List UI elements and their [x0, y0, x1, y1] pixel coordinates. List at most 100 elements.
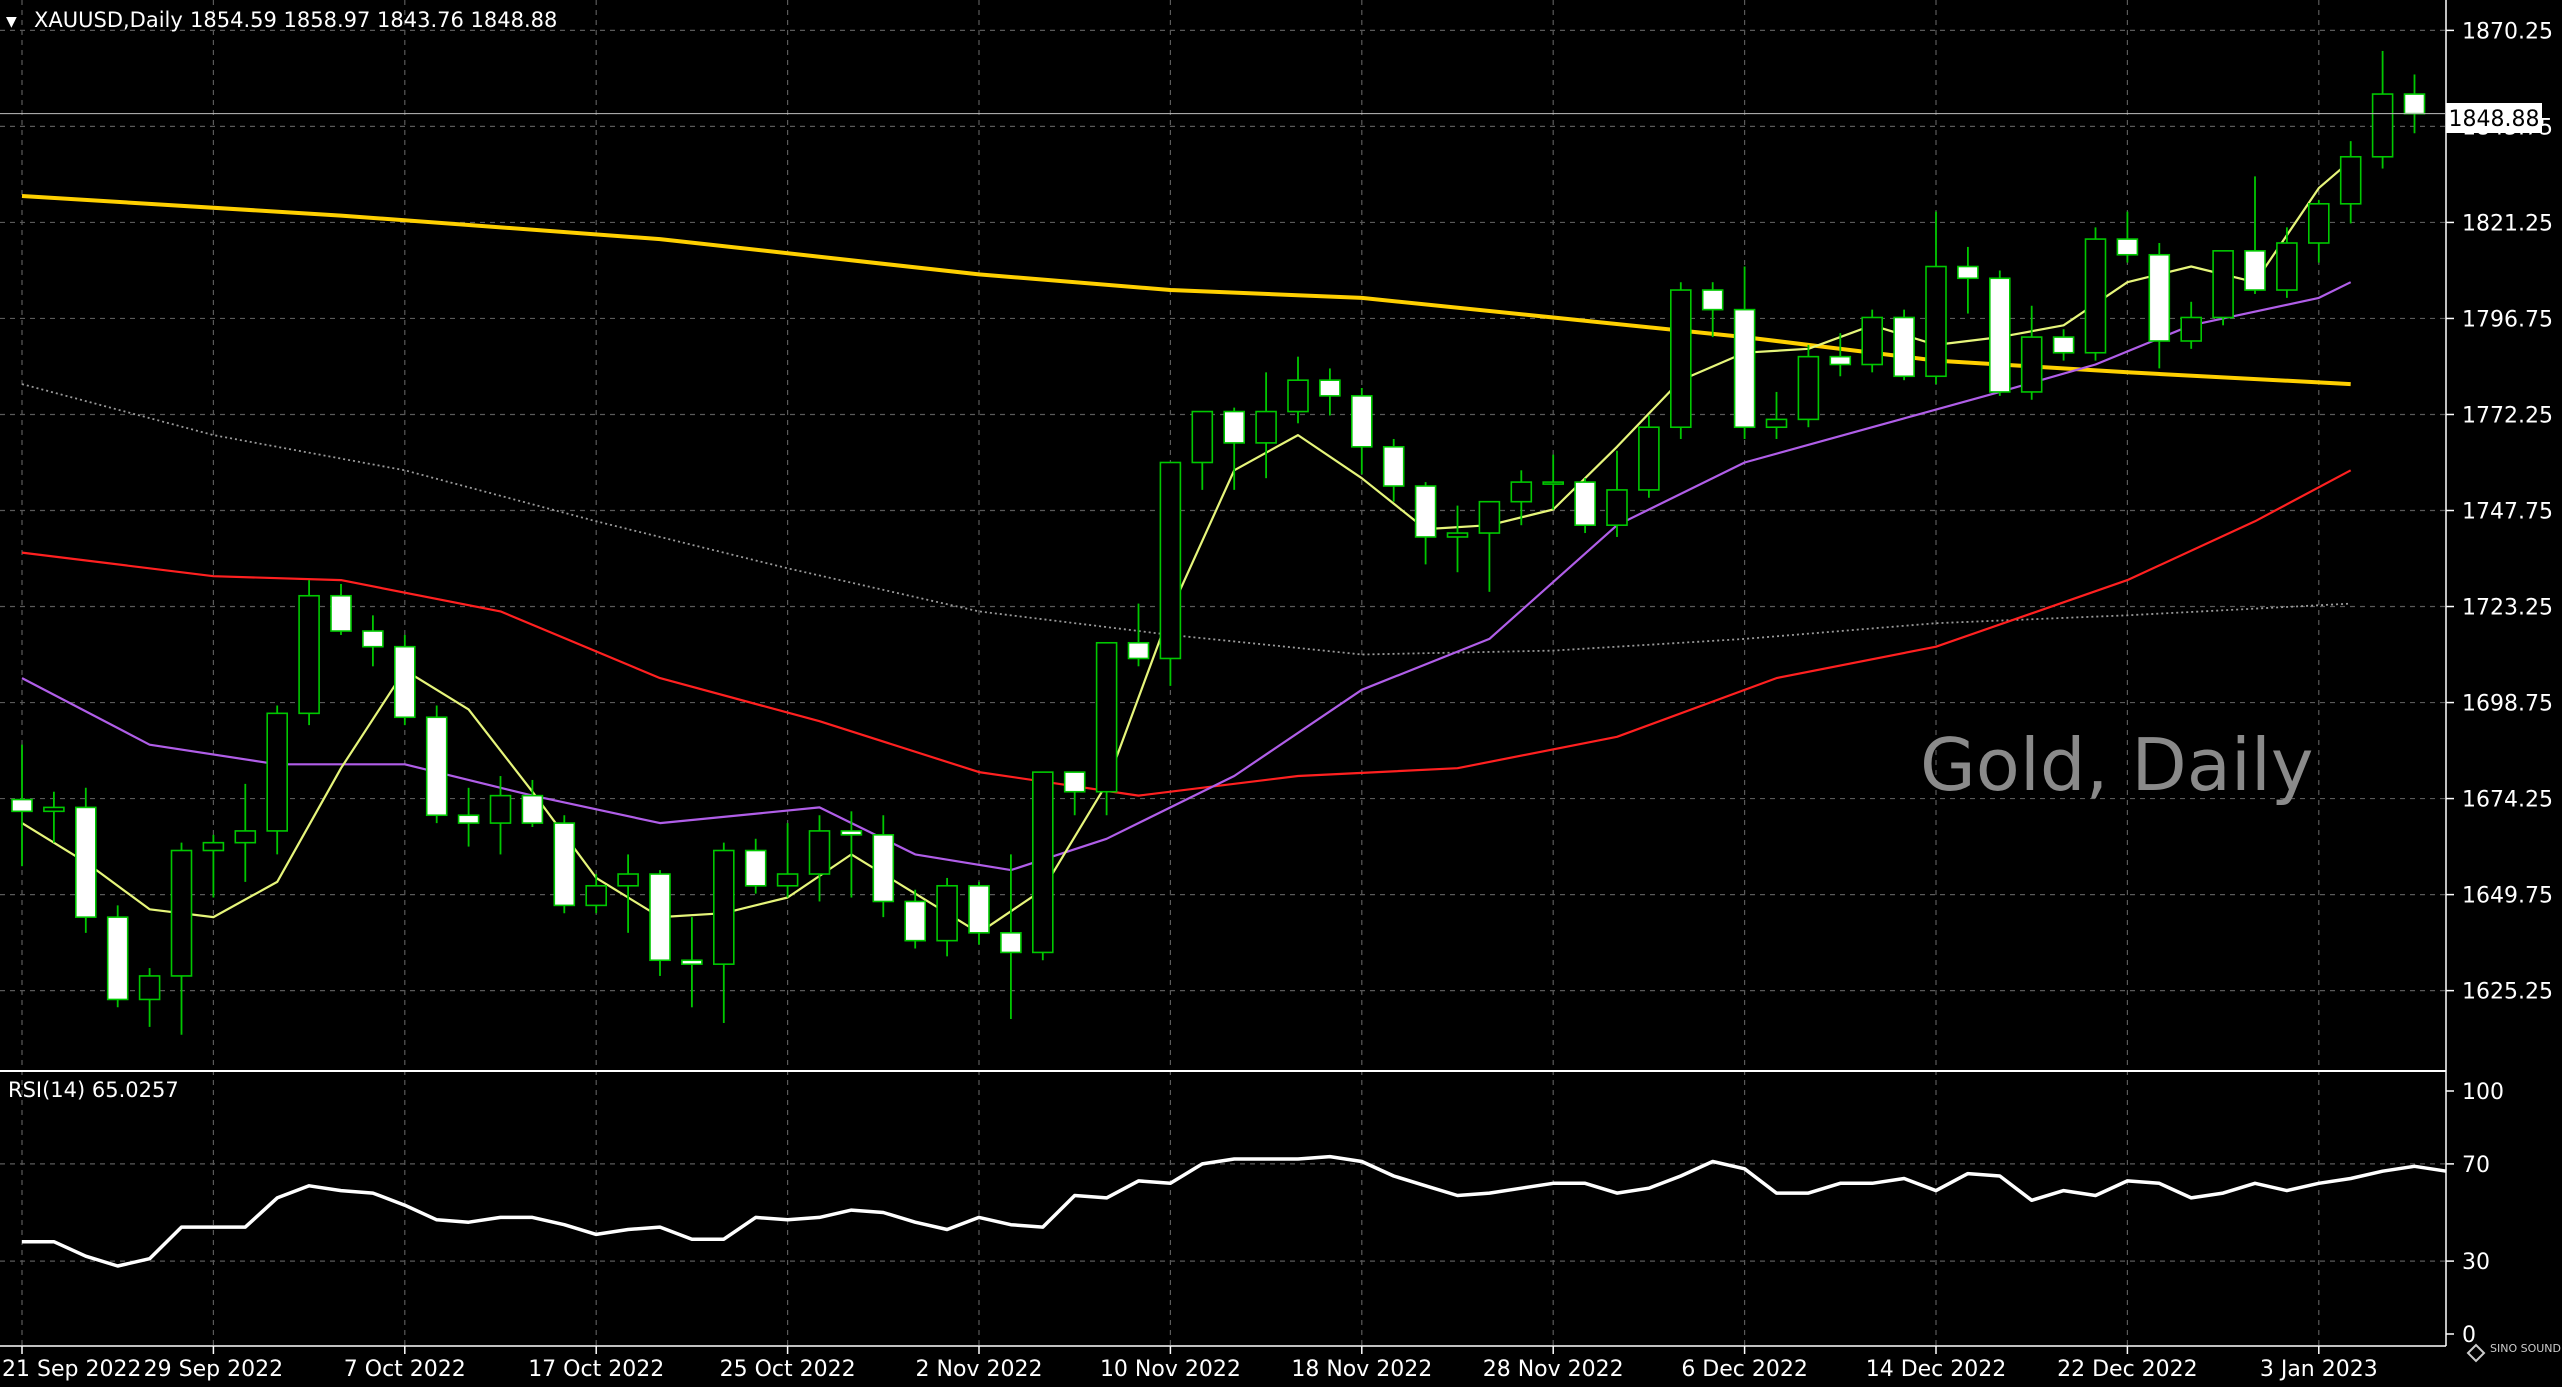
candle-bear [330, 594, 352, 632]
candle-bull [266, 712, 289, 832]
price-tick-label: 1674.25 [2462, 788, 2553, 813]
date-tick-label: 7 Oct 2022 [344, 1357, 466, 1382]
candle-bear [425, 716, 448, 817]
candle-bear [1574, 481, 1596, 527]
candle-bull [808, 830, 831, 875]
ma-line-red [21, 469, 2352, 797]
date-tick-label: 29 Sep 2022 [144, 1357, 283, 1382]
date-tick-label: 3 Jan 2023 [2260, 1357, 2378, 1382]
candle-bear [968, 884, 990, 934]
candle-bull [234, 830, 257, 844]
candle-bull [1861, 316, 1883, 366]
candle-bull [1542, 481, 1564, 485]
date-tick-label: 28 Nov 2022 [1483, 1357, 1624, 1382]
logo-text: SINO SOUND [2490, 1342, 2561, 1355]
candle-bull [2339, 155, 2362, 205]
date-tick-label: 21 Sep 2022 [2, 1357, 141, 1382]
candle-bear [2403, 93, 2426, 115]
candle-bear [1893, 316, 1915, 378]
candle-bear [1701, 289, 1724, 311]
date-tick-label: 18 Nov 2022 [1291, 1357, 1432, 1382]
candle-bull [1255, 410, 1277, 444]
ohlc-readout: 1854.59 1858.97 1843.76 1848.88 [190, 8, 557, 32]
candle-bull [170, 849, 193, 977]
candle-bear [1127, 641, 1150, 660]
rsi-header: RSI(14) 65.0257 [8, 1078, 179, 1102]
price-tick-label: 1747.75 [2462, 500, 2553, 525]
date-tick-label: 17 Oct 2022 [528, 1357, 664, 1382]
candle-bull [1191, 410, 1214, 464]
candle-bull [1925, 265, 1947, 378]
candle-bear [744, 849, 767, 887]
candle-bear [1829, 355, 1852, 366]
candle-bear [1351, 395, 1373, 448]
candle-bear [2148, 253, 2171, 342]
candle-bear [1063, 771, 1086, 793]
rsi-tick-label: 100 [2462, 1080, 2504, 1105]
date-tick-label: 25 Oct 2022 [720, 1357, 856, 1382]
date-tick-label: 10 Nov 2022 [1100, 1357, 1241, 1382]
candle-bull [489, 794, 512, 824]
candle-bear [362, 630, 384, 648]
candle-bull [617, 873, 639, 887]
rsi-line [22, 1154, 2447, 1268]
chart-menu-icon[interactable]: ▼ [6, 14, 17, 30]
candle-bull [298, 594, 320, 715]
sino-sound-logo: SINO SOUND [2466, 1342, 2561, 1363]
candle-bear [1989, 277, 2011, 393]
candle-bear [1223, 410, 1245, 444]
candle-bear [1957, 265, 1979, 280]
rsi-tick-label: 0 [2462, 1323, 2476, 1348]
candle-bear [553, 822, 576, 907]
candle-bull [2084, 238, 2107, 354]
candle-bull [712, 849, 735, 965]
candle-bull [1670, 289, 1692, 429]
candle-bear [1000, 932, 1022, 954]
candle-bear [681, 959, 703, 965]
candle-bull [1606, 489, 1628, 527]
price-tick-label: 1772.25 [2462, 403, 2553, 428]
price-tag: 1848.88 [2449, 107, 2540, 132]
candle-bear [393, 645, 416, 719]
candle-bear [904, 900, 927, 942]
candle-bear [1733, 308, 1756, 429]
candle-bull [1638, 426, 1660, 491]
rsi-tick-label: 70 [2462, 1153, 2490, 1178]
date-tick-label: 22 Dec 2022 [2057, 1357, 2198, 1382]
candle-bear [649, 873, 671, 962]
candle-bull [1765, 418, 1788, 429]
candle-bull [2371, 93, 2394, 158]
candle-bear [1414, 485, 1437, 538]
candle-bear [2244, 250, 2266, 291]
price-tick-label: 1870.25 [2462, 19, 2553, 44]
candle-bull [1095, 641, 1118, 793]
price-tick-label: 1796.75 [2462, 307, 2553, 332]
candle-bull [1510, 481, 1533, 503]
candle-bull [2180, 316, 2202, 342]
symbol-label: XAUUSD,Daily [34, 8, 183, 32]
candle-bull [43, 806, 65, 813]
candle-bull [2020, 336, 2043, 393]
price-tick-label: 1698.75 [2462, 692, 2553, 717]
candle-bull [202, 841, 225, 852]
candle-bull [776, 873, 799, 887]
candles [11, 50, 2426, 1035]
rsi-panel [22, 1154, 2447, 1268]
candle-bull [2212, 250, 2234, 319]
candle-bear [872, 834, 895, 903]
candle-bear [11, 798, 33, 813]
candle-bear [75, 806, 97, 918]
price-tag-box [2446, 103, 2542, 133]
price-tick-label: 1625.25 [2462, 980, 2553, 1005]
candle-bull [585, 884, 608, 907]
candle-bull [138, 975, 161, 1001]
candle-bear [2116, 238, 2139, 256]
candle-bear [106, 916, 129, 1001]
price-tick-label: 1821.25 [2462, 211, 2553, 236]
candle-bull [1032, 771, 1054, 954]
candle-bear [1382, 446, 1405, 487]
candle-bear [457, 814, 480, 824]
